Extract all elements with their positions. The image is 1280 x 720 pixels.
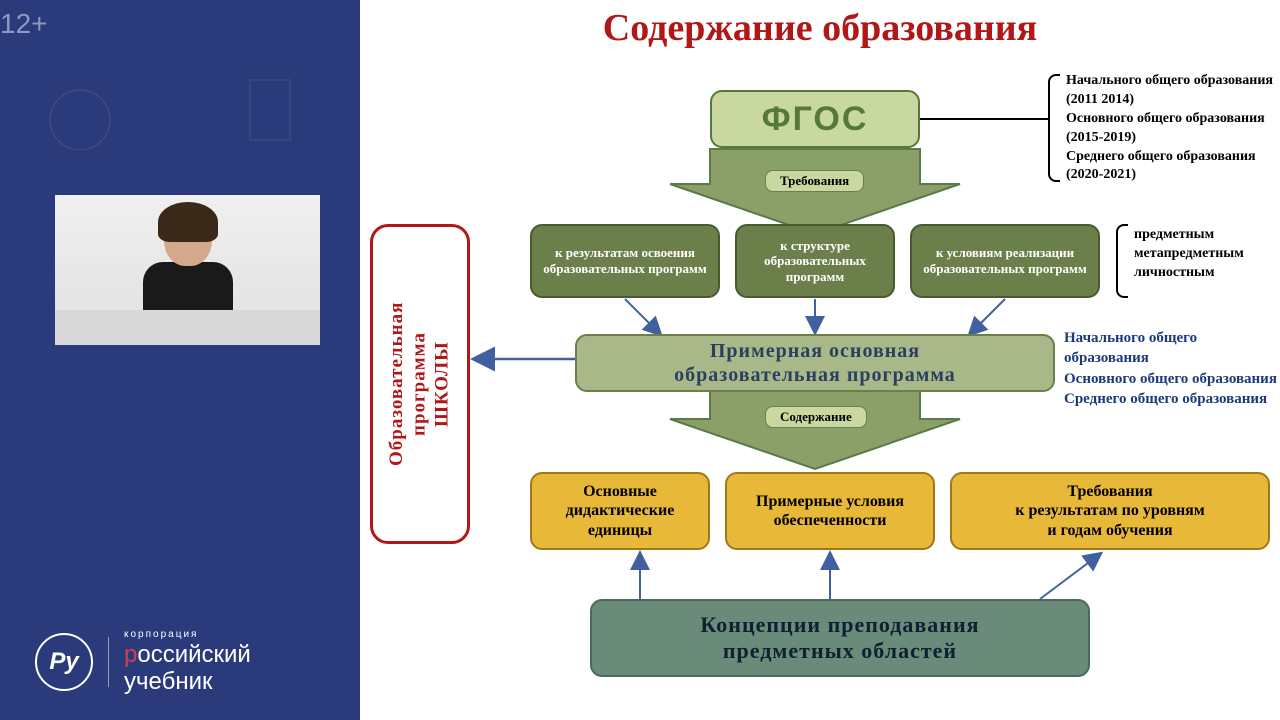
arrow-label-content: Содержание [765, 406, 867, 428]
age-rating: 12+ [0, 8, 48, 40]
node-req-conditions: к условиям реализации образовательных пр… [910, 224, 1100, 298]
node-school-program: Образовательная программа ШКОЛЫ [370, 224, 470, 544]
presenter-webcam [55, 195, 320, 345]
brand-logo: Ру корпорация российский учебник [35, 629, 251, 695]
node-provision-conditions: Примерные условия обеспеченности [725, 472, 935, 550]
node-req-results: к результатам освоения образовательных п… [530, 224, 720, 298]
presentation-slide: Содержание образования [360, 0, 1280, 720]
bracket-fgos [1048, 74, 1060, 182]
node-example-program: Примерная основная образовательная прогр… [575, 334, 1055, 392]
fgos-notes: Начального общего образования (2011 2014… [1066, 72, 1280, 185]
node-didactic-units: Основные дидактические единицы [530, 472, 710, 550]
node-concepts: Концепции преподавания предметных област… [590, 599, 1090, 677]
slide-title: Содержание образования [360, 6, 1280, 50]
req3-notes: предметным метапредметным личностным [1134, 226, 1280, 283]
logo-corp-label: корпорация [124, 629, 251, 640]
logo-main-label: российский учебник [124, 642, 251, 695]
node-result-requirements: Требования к результатам по уровням и го… [950, 472, 1270, 550]
flowchart-diagram: ФГОС Начального общего образования (2011… [360, 54, 1280, 714]
node-fgos: ФГОС [710, 90, 920, 148]
program-notes: Начального общего образования Основного … [1064, 328, 1280, 409]
logo-monogram-icon: Ру [35, 633, 93, 691]
arrow-label-requirements: Требования [765, 170, 864, 192]
node-req-structure: к структуре образовательных программ [735, 224, 895, 298]
bracket-req3 [1116, 224, 1128, 298]
